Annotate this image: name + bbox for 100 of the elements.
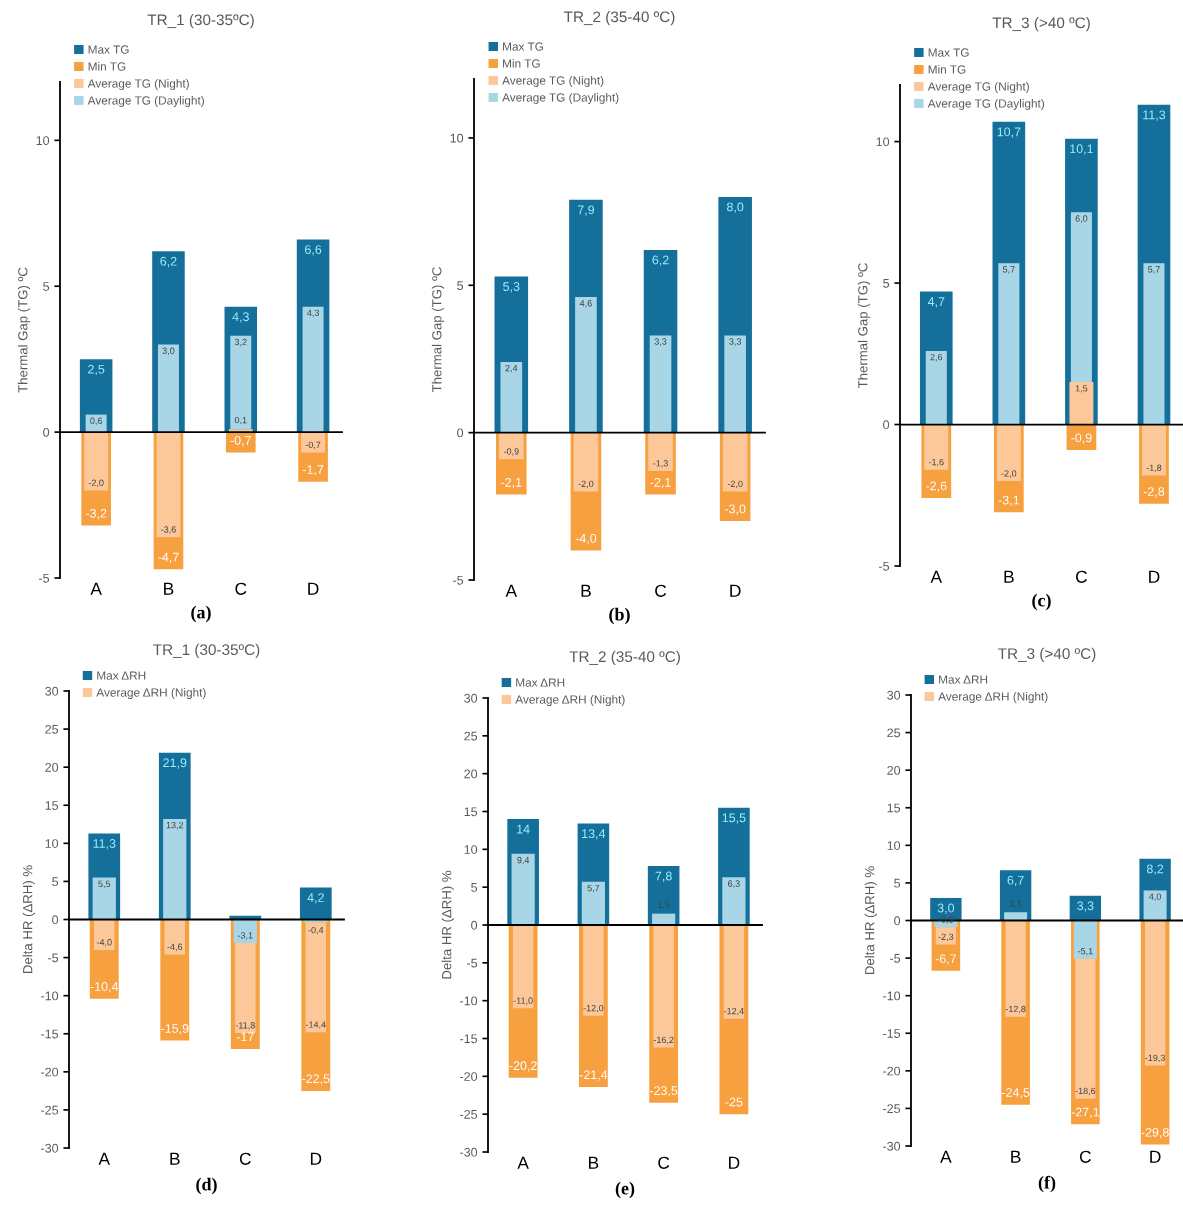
bar: [299, 887, 332, 920]
data-label: 6,2: [652, 255, 669, 266]
data-label: 5,3: [503, 282, 520, 293]
data-label: -2,1: [650, 477, 671, 489]
legend-label: Average TG (Daylight): [502, 92, 619, 104]
data-label: -25: [725, 1097, 743, 1107]
bar: [724, 335, 746, 433]
data-label: -5,1: [1077, 948, 1093, 956]
legend-label: Min TG: [88, 62, 126, 71]
chart-title: TR_1 (30-35ºC): [153, 643, 260, 659]
legend-label: Min TG: [503, 59, 540, 68]
y-tick-label: -25: [460, 1109, 478, 1119]
data-label: 6,2: [160, 256, 177, 268]
data-label: -3,6: [161, 526, 176, 534]
bar: [723, 925, 745, 1019]
legend-label: Average TG (Night): [87, 79, 189, 91]
text: (b): [609, 607, 630, 625]
y-tick-label: -25: [41, 1105, 59, 1115]
data-label: 14: [517, 824, 530, 834]
y-tick-label: 20: [464, 769, 478, 779]
data-label: -3,0: [724, 504, 746, 515]
data-label: -2,0: [578, 480, 594, 489]
y-tick-label: 15: [887, 803, 901, 813]
x-tick-label: A: [517, 1156, 529, 1169]
x-tick-label: D: [308, 582, 319, 595]
bar: [84, 432, 109, 491]
bar: [583, 925, 604, 1016]
data-label: -1,6: [928, 458, 944, 467]
data-label: 3,0: [162, 347, 175, 356]
data-label: 5,7: [1002, 266, 1015, 274]
data-label: 3,3: [654, 338, 667, 346]
bar: [511, 853, 535, 925]
data-label: -0,9: [1071, 433, 1092, 444]
data-label: -19,3: [1145, 1054, 1165, 1063]
x-tick-label: D: [310, 1152, 322, 1165]
bar: [924, 424, 949, 470]
x-tick-label: B: [589, 1156, 599, 1169]
bar: [653, 925, 674, 1048]
x-tick-label: A: [930, 570, 943, 583]
y-axis-title: Delta HR (ΔRH) %: [864, 866, 877, 975]
y-tick-label: -25: [883, 1104, 901, 1114]
x-tick-label: C: [658, 1156, 670, 1169]
data-label: 8,2: [1146, 864, 1164, 875]
chart-title: TR_3 (>40 ºC): [992, 16, 1090, 32]
y-tick-label: 25: [887, 728, 901, 738]
x-tick-label: C: [1076, 570, 1088, 583]
data-label: 0,1: [234, 416, 247, 425]
y-tick-label: -20: [41, 1067, 59, 1077]
data-label: -1,8: [1146, 464, 1162, 472]
y-tick-label: 5: [883, 278, 890, 288]
data-label: -18,6: [1075, 1087, 1096, 1096]
x-tick-label: B: [170, 1152, 180, 1165]
data-label: -3,1: [237, 932, 253, 940]
y-tick-label: -30: [460, 1147, 478, 1157]
data-label: 7,8: [655, 871, 672, 882]
bar: [92, 877, 116, 920]
y-tick-label: -5: [39, 573, 50, 583]
chart-title: TR_2 (35-40 ºC): [569, 650, 680, 666]
data-label: -20,2: [509, 1061, 537, 1072]
data-label: -6,7: [935, 954, 957, 965]
data-label: -22,5: [302, 1074, 330, 1085]
legend-label: Min TG: [928, 65, 966, 74]
bar: [1143, 890, 1167, 921]
x-tick-label: B: [164, 582, 174, 595]
y-tick-label: -15: [41, 1029, 59, 1039]
y-tick-label: 10: [876, 137, 890, 147]
data-label: 2,6: [930, 353, 943, 362]
bar: [1069, 895, 1102, 921]
bar: [1069, 382, 1094, 425]
bar: [500, 361, 523, 433]
data-label: 7,9: [577, 205, 595, 216]
data-label: -1,7: [302, 465, 324, 476]
x-tick-label: A: [940, 1150, 952, 1163]
data-label: 4,3: [232, 312, 249, 323]
y-tick-label: -10: [41, 991, 59, 1001]
data-label: 15,5: [722, 813, 746, 824]
y-tick-label: 0: [43, 427, 50, 437]
bar: [512, 925, 534, 1009]
y-tick-label: 30: [464, 693, 478, 703]
data-label: -15,9: [161, 1024, 189, 1035]
y-tick-label: -20: [883, 1066, 901, 1076]
y-tick-label: -15: [460, 1034, 478, 1044]
y-tick-label: 5: [43, 282, 50, 291]
y-tick-label: 20: [45, 762, 59, 772]
y-tick-label: 20: [887, 765, 901, 775]
data-label: 3,3: [729, 338, 742, 346]
y-tick-label: 10: [887, 841, 901, 850]
y-axis-title: Thermal Gap (TG) ºC: [857, 263, 871, 389]
y-tick-label: -20: [460, 1072, 478, 1081]
y-axis-title: Delta HR (ΔRH) %: [441, 870, 454, 979]
y-tick-label: -10: [460, 996, 478, 1006]
y-tick-label: 25: [45, 724, 59, 734]
y-tick-label: 5: [471, 883, 478, 892]
bar: [94, 919, 115, 950]
bar: [1142, 424, 1166, 476]
legend-label: Average TG (Night): [927, 82, 1029, 94]
data-label: 10,7: [997, 127, 1021, 138]
text: (e): [615, 1181, 635, 1199]
data-label: 2,5: [88, 364, 105, 376]
legend-label: Max ΔRH: [97, 671, 146, 680]
